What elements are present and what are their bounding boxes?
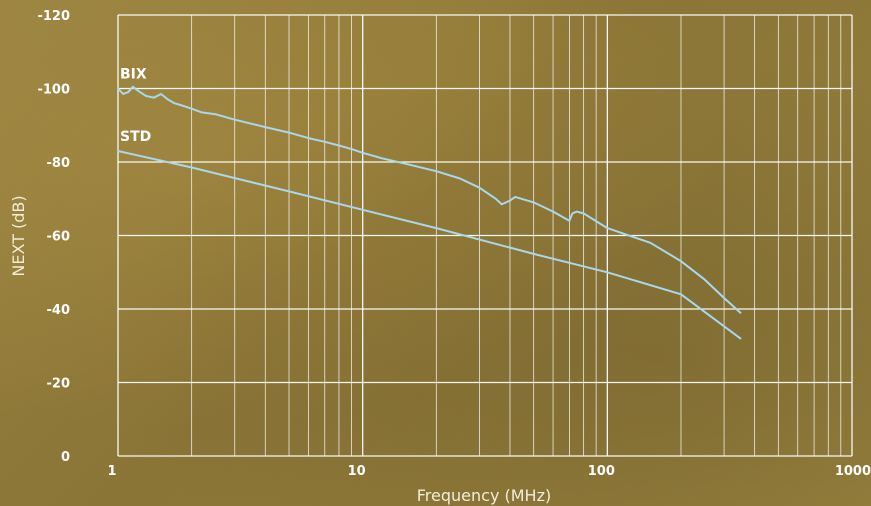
x-tick-label: 1 <box>107 464 116 479</box>
y-tick-label: -60 <box>47 230 71 245</box>
series-label-std: STD <box>120 129 151 145</box>
series-line-bix <box>117 85 742 314</box>
series-labels: BIX STD <box>120 67 151 145</box>
y-tick-label: -40 <box>47 303 71 318</box>
x-tick-label: 10 <box>348 464 366 479</box>
tick-labels: 0 -20 -40 -60 -80 -100 -120 1 10 100 1000 <box>37 9 871 479</box>
x-tick-label: 100 <box>588 464 615 479</box>
y-axis-label: NEXT (dB) <box>9 195 28 276</box>
y-tick-label: -100 <box>37 83 70 98</box>
y-tick-label: -120 <box>37 9 70 24</box>
series-label-bix: BIX <box>120 67 147 83</box>
series-lines <box>117 85 742 340</box>
y-tick-label: -20 <box>47 377 71 392</box>
x-tick-label: 1000 <box>835 464 871 479</box>
y-tick-label: -80 <box>47 156 71 171</box>
x-axis-label: Frequency (MHz) <box>417 486 551 505</box>
y-tick-label: 0 <box>61 450 70 465</box>
series-line-std <box>117 150 742 340</box>
grid <box>117 14 853 457</box>
